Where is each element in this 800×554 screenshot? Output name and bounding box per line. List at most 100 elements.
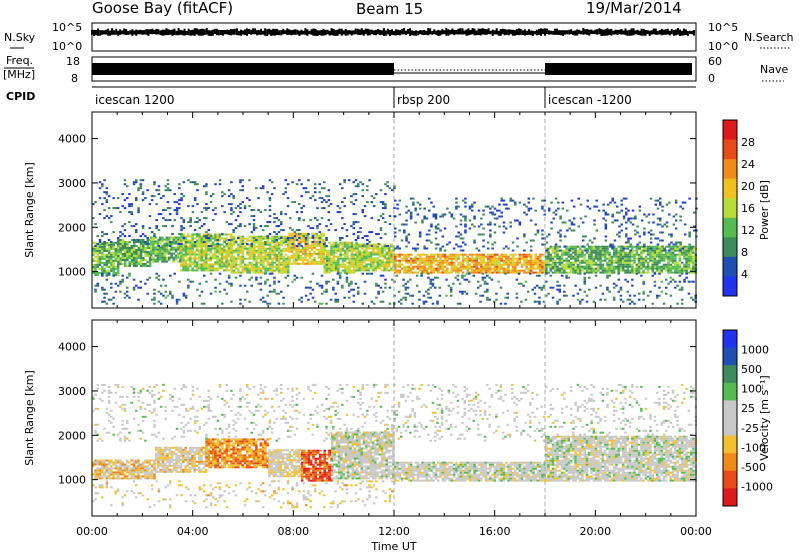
data-cell bbox=[568, 249, 571, 252]
data-cell bbox=[484, 205, 488, 208]
data-cell bbox=[94, 272, 97, 275]
data-cell bbox=[558, 255, 562, 258]
data-cell bbox=[345, 272, 349, 275]
data-cell bbox=[266, 294, 269, 297]
data-cell bbox=[332, 243, 336, 246]
data-cell bbox=[471, 265, 474, 268]
data-cell bbox=[343, 249, 347, 252]
data-cell bbox=[328, 257, 331, 260]
data-cell bbox=[225, 233, 228, 236]
data-cell bbox=[114, 273, 118, 276]
data-cell bbox=[161, 238, 164, 241]
data-cell bbox=[230, 209, 233, 212]
data-cell bbox=[268, 245, 272, 248]
data-cell bbox=[282, 247, 285, 250]
data-cell bbox=[178, 243, 181, 245]
data-cell bbox=[622, 247, 626, 250]
data-cell bbox=[327, 229, 331, 232]
data-cell bbox=[198, 249, 201, 252]
data-cell bbox=[284, 187, 287, 190]
data-cell bbox=[301, 250, 305, 253]
data-cell bbox=[320, 232, 323, 235]
data-cell bbox=[250, 257, 254, 260]
data-cell bbox=[250, 269, 254, 272]
data-cell bbox=[187, 284, 190, 287]
data-cell bbox=[678, 267, 682, 270]
data-cell bbox=[218, 239, 222, 242]
data-cell bbox=[149, 248, 153, 251]
data-cell bbox=[146, 239, 150, 241]
data-cell bbox=[273, 251, 276, 254]
data-cell bbox=[193, 245, 197, 247]
data-cell bbox=[323, 290, 326, 293]
data-cell bbox=[246, 249, 249, 252]
data-cell bbox=[378, 249, 382, 252]
data-cell bbox=[209, 292, 213, 295]
data-cell bbox=[280, 249, 283, 252]
data-cell bbox=[261, 296, 265, 299]
data-cell bbox=[334, 255, 338, 258]
data-cell bbox=[146, 245, 150, 247]
data-cell bbox=[421, 265, 424, 268]
data-cell bbox=[455, 235, 458, 238]
data-cell bbox=[569, 261, 573, 264]
data-cell bbox=[259, 225, 263, 228]
data-cell bbox=[680, 253, 684, 256]
data-cell bbox=[271, 249, 274, 252]
data-cell bbox=[182, 221, 186, 224]
data-cell bbox=[259, 239, 263, 242]
data-cell bbox=[128, 247, 131, 249]
data-cell bbox=[271, 261, 274, 264]
data-cell bbox=[144, 282, 147, 285]
data-cell bbox=[592, 249, 596, 252]
data-cell bbox=[617, 267, 620, 270]
data-cell bbox=[94, 201, 97, 204]
data-cell bbox=[180, 257, 183, 260]
data-cell bbox=[200, 253, 203, 256]
data-cell bbox=[259, 253, 263, 256]
data-cell bbox=[128, 251, 131, 253]
data-cell bbox=[471, 203, 474, 206]
data-cell bbox=[622, 263, 625, 266]
data-cell bbox=[583, 261, 586, 264]
data-cell bbox=[297, 246, 300, 249]
data-cell bbox=[400, 239, 404, 242]
data-cell bbox=[137, 239, 140, 241]
data-cell bbox=[633, 257, 636, 260]
data-cell bbox=[350, 259, 354, 262]
data-cell bbox=[542, 300, 546, 303]
data-cell bbox=[257, 255, 261, 258]
data-cell bbox=[551, 255, 555, 258]
data-cell bbox=[284, 235, 288, 238]
data-cell bbox=[357, 183, 360, 186]
data-cell bbox=[146, 292, 149, 295]
data-cell bbox=[114, 253, 118, 256]
data-cell bbox=[295, 254, 298, 257]
data-cell bbox=[198, 227, 201, 230]
data-cell bbox=[339, 241, 342, 244]
data-cell bbox=[659, 223, 662, 226]
data-cell bbox=[264, 209, 267, 212]
data-cell bbox=[191, 267, 194, 270]
data-cell bbox=[195, 241, 199, 244]
data-cell bbox=[692, 269, 695, 272]
data-cell bbox=[168, 248, 171, 251]
data-cell bbox=[514, 265, 517, 268]
data-cell bbox=[112, 274, 115, 277]
data-cell bbox=[309, 197, 312, 200]
data-cell bbox=[633, 249, 636, 252]
data-cell bbox=[248, 179, 251, 182]
power-colorbar-label: Power [dB] bbox=[758, 180, 771, 240]
data-cell bbox=[301, 238, 305, 241]
data-cell bbox=[103, 247, 106, 250]
data-cell bbox=[495, 259, 499, 262]
data-cell bbox=[599, 265, 602, 268]
data-cell bbox=[405, 265, 408, 268]
data-cell bbox=[322, 252, 325, 255]
data-cell bbox=[94, 249, 97, 252]
data-cell bbox=[227, 265, 231, 268]
data-cell bbox=[601, 263, 605, 266]
data-cell bbox=[690, 245, 693, 248]
data-cell bbox=[597, 269, 600, 272]
data-cell bbox=[394, 263, 397, 266]
